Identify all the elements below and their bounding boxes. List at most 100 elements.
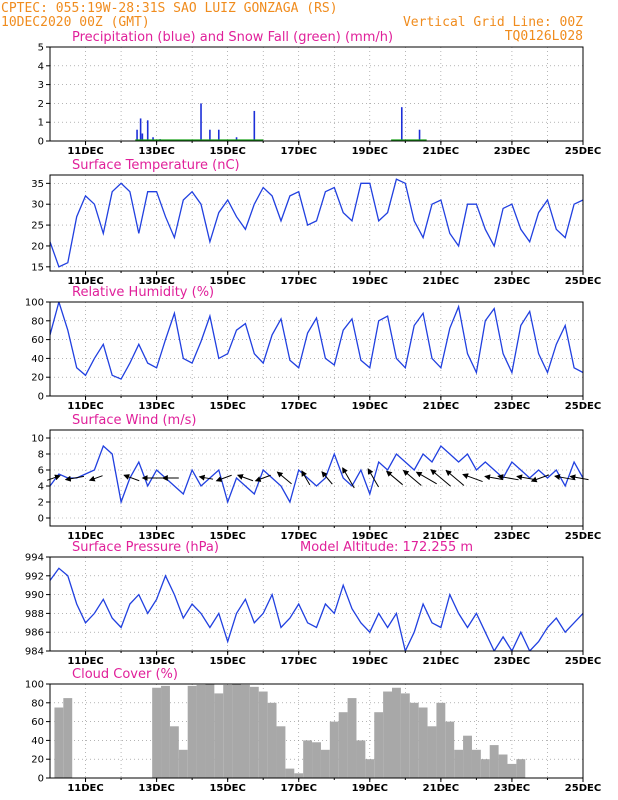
x-tick-label: 13DEC xyxy=(138,531,174,542)
cloud-bar xyxy=(187,685,197,778)
x-tick-label: 21DEC xyxy=(423,401,459,412)
header-run-date: 10DEC2020 00Z (GMT) xyxy=(1,15,150,30)
cloud-bar xyxy=(418,707,428,778)
precip-bar xyxy=(139,118,142,141)
cloud-bar xyxy=(63,698,73,778)
cloud-bar xyxy=(161,685,170,778)
panel-title-pres: Surface Pressure (hPa) xyxy=(72,540,219,555)
y-tick-label: 988 xyxy=(25,609,44,620)
x-tick-label: 25DEC xyxy=(565,276,601,287)
panel-title-wind: Surface Wind (m/s) xyxy=(72,413,196,428)
wind-series-line xyxy=(50,444,583,505)
wind-arrow xyxy=(497,474,519,481)
cloud-bar xyxy=(196,684,206,778)
x-tick-label: 13DEC xyxy=(138,276,174,287)
cloud-bar xyxy=(498,754,508,778)
wind-arrow xyxy=(46,474,61,481)
panel-precip xyxy=(46,46,584,145)
x-tick-label: 15DEC xyxy=(209,783,245,794)
cloud-bar xyxy=(516,759,526,778)
header-area: CPTEC: 055:19W-28:31S SAO LUIZ GONZAGA (… xyxy=(1,1,583,44)
cloud-bar xyxy=(267,702,277,778)
x-tick-label: 23DEC xyxy=(494,276,530,287)
y-tick-label: 4 xyxy=(38,61,44,72)
x-tick-label: 13DEC xyxy=(138,783,174,794)
x-tick-label: 25DEC xyxy=(565,531,601,542)
panel-title-rh: Relative Humidity (%) xyxy=(72,285,214,300)
x-tick-label: 21DEC xyxy=(423,531,459,542)
y-tick-label: 1 xyxy=(38,118,44,129)
wind-arrow xyxy=(123,474,140,482)
y-tick-label: 20 xyxy=(31,241,44,252)
cloud-bar xyxy=(392,687,401,778)
x-tick-label: 15DEC xyxy=(209,146,245,157)
precip-bar xyxy=(141,133,144,141)
y-tick-label: 994 xyxy=(25,553,44,564)
y-tick-label: 992 xyxy=(25,571,44,582)
y-tick-label: 0 xyxy=(38,392,44,403)
y-tick-label: 0 xyxy=(38,514,44,525)
header-model-id: TQ0126L028 xyxy=(505,29,583,44)
panel-frame xyxy=(49,683,584,779)
x-tick-label: 23DEC xyxy=(494,146,530,157)
precip-bar xyxy=(418,129,421,141)
y-tick-label: 80 xyxy=(31,698,44,709)
cloud-bar xyxy=(338,712,348,778)
panel-frame xyxy=(49,301,584,397)
y-tick-label: 60 xyxy=(31,335,44,346)
y-tick-label: 2 xyxy=(38,498,44,509)
y-tick-label: 990 xyxy=(25,590,44,601)
cloud-bar xyxy=(249,686,259,778)
panel-temp xyxy=(46,174,584,275)
panel-frame xyxy=(49,46,584,142)
x-tick-label: 25DEC xyxy=(565,401,601,412)
x-tick-label: 21DEC xyxy=(423,783,459,794)
panel-cloud xyxy=(46,683,584,782)
x-tick-label: 13DEC xyxy=(138,656,174,667)
cloud-bar xyxy=(409,702,419,778)
cloud-bar xyxy=(463,735,472,778)
panel-title-temp: Surface Temperature (nC) xyxy=(72,158,240,173)
cloud-bar xyxy=(223,684,233,778)
x-tick-label: 21DEC xyxy=(423,146,459,157)
y-tick-label: 984 xyxy=(25,647,44,658)
precip-bar xyxy=(136,129,138,141)
cloud-bar xyxy=(205,684,215,778)
x-tick-label: 11DEC xyxy=(67,656,103,667)
x-tick-label: 11DEC xyxy=(67,531,103,542)
cloud-bar xyxy=(178,749,188,778)
y-tick-label: 6 xyxy=(38,466,44,477)
precip-bar xyxy=(209,129,211,141)
wind-arrow xyxy=(254,474,271,482)
x-tick-label: 21DEC xyxy=(423,276,459,287)
rh-series-line xyxy=(50,302,583,380)
y-tick-label: 100 xyxy=(25,298,44,309)
y-tick-label: 60 xyxy=(31,717,44,728)
cloud-bar xyxy=(258,691,268,778)
panel-rh xyxy=(46,301,584,400)
cloud-bar xyxy=(240,684,250,778)
wind-arrow xyxy=(530,474,550,483)
x-tick-label: 15DEC xyxy=(209,276,245,287)
cloud-bar xyxy=(54,707,64,778)
x-tick-label: 23DEC xyxy=(494,401,530,412)
precip-bar xyxy=(200,103,202,141)
x-tick-label: 11DEC xyxy=(67,276,103,287)
cloud-bar xyxy=(400,693,410,778)
pres-series-line xyxy=(50,567,583,651)
wind-arrow xyxy=(516,474,536,481)
wind-arrow xyxy=(367,468,379,488)
wind-arrow xyxy=(402,469,422,486)
y-tick-label: 20 xyxy=(31,373,44,384)
y-tick-label: 3 xyxy=(38,80,44,91)
x-tick-label: 25DEC xyxy=(565,656,601,667)
header-grid-line-note: Vertical Grid Line: 00Z xyxy=(403,15,583,30)
cloud-bar xyxy=(365,759,375,778)
temp-series-line xyxy=(50,178,583,268)
y-tick-label: 100 xyxy=(25,680,44,691)
x-tick-label: 17DEC xyxy=(281,656,317,667)
wind-arrow xyxy=(415,471,437,485)
cloud-bar xyxy=(169,726,179,778)
x-tick-label: 17DEC xyxy=(281,783,317,794)
